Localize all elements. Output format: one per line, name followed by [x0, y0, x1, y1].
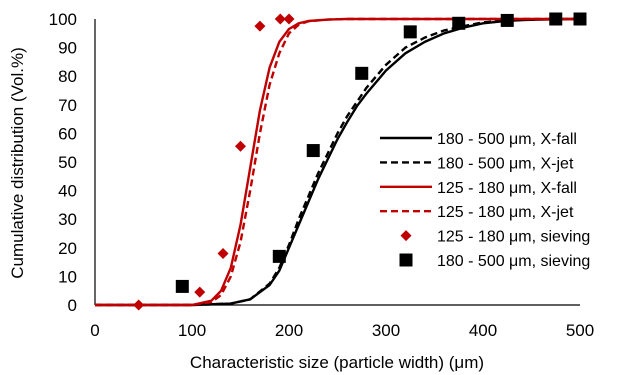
x-tick-labels: 0 100 200 300 400 500: [90, 321, 594, 340]
data-point: [133, 299, 145, 311]
data-point: [254, 20, 266, 32]
data-point: [194, 286, 206, 298]
legend-label: 180 - 500 μm, X-jet: [437, 155, 574, 172]
x-tick-label: 0: [90, 321, 99, 340]
x-axis-title: Characteristic size (particle width) (μm…: [190, 353, 484, 372]
legend-label: 125 - 180 μm, X-jet: [437, 204, 574, 221]
series-line: [95, 17, 580, 307]
y-tick-label: 0: [68, 296, 77, 315]
y-tick-label: 20: [58, 239, 77, 258]
legend-label: 180 - 500 μm, sieving: [437, 253, 590, 270]
x-tick-label: 200: [275, 321, 303, 340]
series-5: [175, 12, 587, 293]
data-point: [272, 249, 286, 263]
x-tick-label: 400: [469, 321, 497, 340]
data-point: [549, 12, 563, 26]
data-point: [217, 248, 229, 260]
y-tick-label: 10: [58, 267, 77, 286]
data-point: [500, 13, 514, 27]
x-tick-label: 100: [178, 321, 206, 340]
y-axis-title: Cumulative distribution (Vol.%): [8, 47, 27, 278]
x-tick-label: 500: [566, 321, 594, 340]
series-3: [95, 17, 580, 307]
series-1: [95, 17, 580, 307]
x-tick-label: 300: [372, 321, 400, 340]
legend-item: 125 - 180 μm, X-jet: [380, 204, 574, 221]
legend: 180 - 500 μm, X-fall 180 - 500 μm, X-jet 1…: [380, 131, 590, 270]
y-tick-label: 70: [58, 96, 77, 115]
y-tick-label: 80: [58, 67, 77, 86]
legend-swatch: [400, 230, 412, 242]
series-line: [95, 17, 580, 307]
data-point: [355, 66, 369, 80]
series-4: [133, 13, 295, 311]
data-point: [452, 16, 466, 30]
series-2: [95, 17, 580, 307]
data-point: [573, 12, 587, 26]
legend-label: 180 - 500 μm, X-fall: [437, 131, 577, 148]
legend-item: 180 - 500 μm, X-jet: [380, 155, 574, 172]
data-point: [306, 144, 320, 158]
y-tick-label: 50: [58, 153, 77, 172]
legend-label: 125 - 180 μm, X-fall: [437, 180, 577, 197]
data-point: [403, 25, 417, 39]
legend-item: 180 - 500 μm, X-fall: [380, 131, 577, 148]
legend-swatch: [399, 253, 413, 267]
y-tick-label: 90: [58, 39, 77, 58]
data-point: [235, 140, 246, 152]
legend-item: 125 - 180 μm, sieving: [400, 229, 590, 246]
y-tick-labels: 0 10 20 30 40 50 60 70 80 90 100: [49, 10, 77, 315]
series-line: [95, 17, 580, 307]
legend-item: 180 - 500 μm, sieving: [399, 253, 590, 270]
data-point: [283, 13, 295, 25]
series-layer: [95, 12, 587, 311]
legend-label: 125 - 180 μm, sieving: [437, 229, 590, 246]
legend-item: 125 - 180 μm, X-fall: [380, 180, 577, 197]
y-tick-label: 30: [58, 210, 77, 229]
y-tick-label: 40: [58, 182, 77, 201]
data-point: [175, 279, 189, 293]
y-tick-label: 60: [58, 124, 77, 143]
y-tick-label: 100: [49, 10, 77, 29]
data-point: [274, 13, 286, 25]
